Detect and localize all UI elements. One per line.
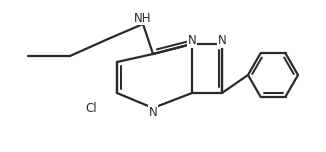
Text: N: N xyxy=(149,105,157,119)
Text: N: N xyxy=(218,35,226,47)
Text: NH: NH xyxy=(134,12,152,24)
Text: N: N xyxy=(188,35,196,47)
Text: Cl: Cl xyxy=(85,102,97,116)
